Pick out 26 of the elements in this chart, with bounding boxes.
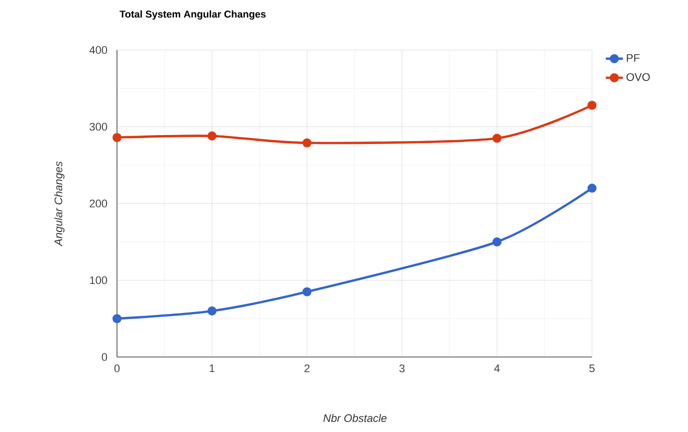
point [587, 100, 597, 110]
x-tick-label: 1 [210, 364, 215, 372]
y-tick-label: 300 [90, 122, 108, 131]
x-tick-label: 5 [589, 364, 595, 372]
point [302, 287, 312, 296]
legend-label: OVO [626, 73, 650, 81]
legend-label: PF [626, 54, 640, 62]
x-tick-label: 0 [114, 364, 120, 372]
y-tick-label: 0 [102, 353, 108, 361]
point [207, 306, 217, 316]
point [492, 237, 502, 246]
point [587, 184, 597, 193]
y-tick-label: 400 [89, 46, 108, 54]
point [112, 132, 122, 142]
point [112, 314, 122, 324]
x-tick-label: 3 [399, 364, 405, 372]
y-axis-title: Angular Changes [54, 161, 64, 246]
point [302, 138, 312, 148]
x-axis-title: Nbr Obstacle [323, 414, 387, 422]
x-tick-label: 4 [494, 364, 500, 372]
x-tick-label: 2 [304, 364, 310, 372]
point [492, 134, 502, 143]
y-tick-label: 100 [90, 276, 108, 284]
point [207, 131, 217, 140]
chart-title: Total System Angular Changes [120, 10, 266, 20]
y-tick-label: 200 [90, 200, 108, 208]
